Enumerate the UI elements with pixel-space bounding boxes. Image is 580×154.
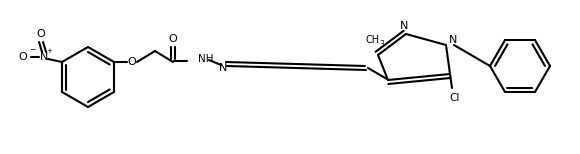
Text: N: N — [449, 35, 457, 45]
Text: O: O — [19, 52, 27, 62]
Text: Cl: Cl — [450, 93, 460, 103]
Text: NH: NH — [198, 54, 213, 64]
Text: N: N — [40, 52, 48, 62]
Text: N: N — [219, 63, 227, 73]
Text: +: + — [46, 48, 52, 54]
Text: 3: 3 — [379, 39, 385, 49]
Text: −: − — [29, 45, 35, 55]
Text: CH: CH — [366, 35, 380, 45]
Text: N: N — [400, 21, 408, 31]
Text: O: O — [128, 57, 136, 67]
Text: O: O — [37, 29, 45, 39]
Text: O: O — [169, 34, 177, 44]
